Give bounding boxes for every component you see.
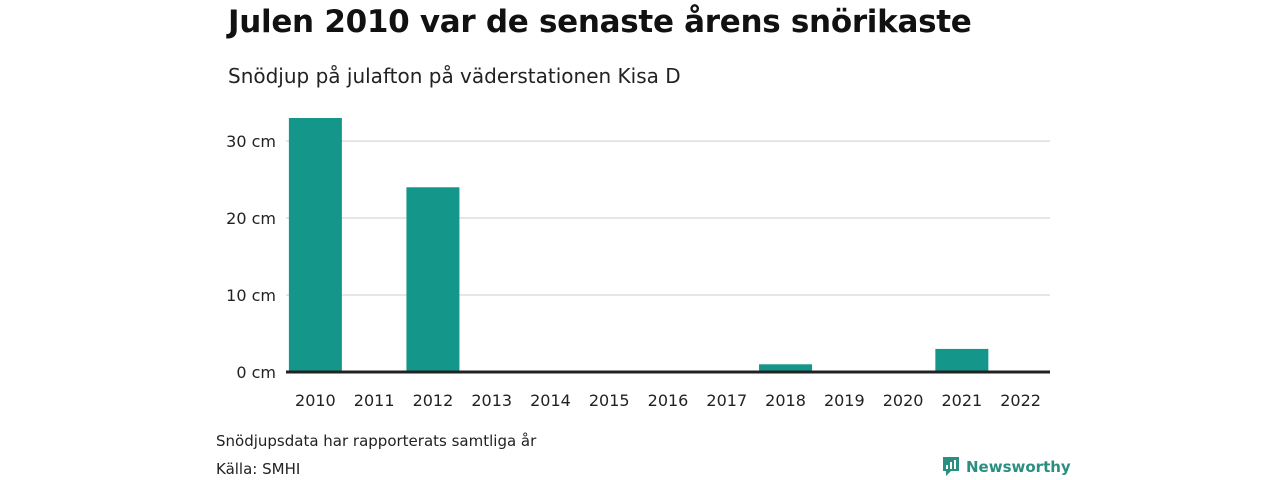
x-tick-label: 2010 xyxy=(295,391,336,410)
x-tick-label: 2015 xyxy=(589,391,630,410)
bar-2018 xyxy=(759,364,813,372)
x-tick-label: 2019 xyxy=(824,391,865,410)
gridlines xyxy=(286,140,1050,296)
x-tick-label: 2011 xyxy=(354,391,395,410)
x-tick-label: 2017 xyxy=(706,391,747,410)
y-tick-label: 30 cm xyxy=(226,132,276,151)
brand-logo: Newsworthy xyxy=(942,456,1071,478)
y-tick-label: 10 cm xyxy=(226,286,276,305)
brand-name: Newsworthy xyxy=(966,458,1071,476)
x-tick-label: 2022 xyxy=(1000,391,1041,410)
bar-2010 xyxy=(288,118,342,372)
newsworthy-logo-icon xyxy=(943,457,959,476)
chart-title: Julen 2010 var de senaste årens snörikas… xyxy=(228,4,972,40)
x-tick-label: 2020 xyxy=(883,391,924,410)
bar-2021 xyxy=(935,348,989,372)
x-tick-label: 2018 xyxy=(765,391,806,410)
bar-chart: 0 cm 10 cm 20 cm 30 cm 2010 2011 2012 2013 2014… xyxy=(226,118,1050,410)
source-label: Källa: SMHI xyxy=(216,460,301,478)
x-tick-label: 2012 xyxy=(413,391,454,410)
x-tick-label: 2014 xyxy=(530,391,571,410)
y-axis-ticks: 0 cm 10 cm 20 cm 30 cm xyxy=(226,132,276,382)
x-axis-ticks: 2010 2011 2012 2013 2014 2015 2016 2017 2018 2019… xyxy=(295,391,1041,410)
bars xyxy=(288,118,989,372)
bar-2012 xyxy=(406,187,460,372)
footnote: Snödjupsdata har rapporterats samtliga å… xyxy=(216,432,537,450)
x-tick-label: 2016 xyxy=(648,391,689,410)
y-tick-label: 20 cm xyxy=(226,209,276,228)
x-tick-label: 2021 xyxy=(941,391,982,410)
chart-subtitle: Snödjup på julafton på väderstationen Ki… xyxy=(228,64,681,88)
y-tick-label: 0 cm xyxy=(236,363,276,382)
x-tick-label: 2013 xyxy=(471,391,512,410)
